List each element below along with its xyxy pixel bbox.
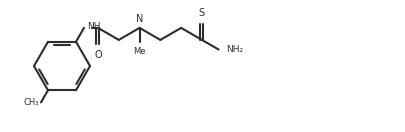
Text: O: O	[94, 50, 102, 60]
Text: NH₂: NH₂	[226, 45, 243, 54]
Text: Me: Me	[133, 47, 145, 56]
Text: NH: NH	[87, 22, 100, 31]
Text: N: N	[136, 14, 143, 24]
Text: CH₃: CH₃	[23, 98, 39, 107]
Text: S: S	[198, 8, 205, 18]
